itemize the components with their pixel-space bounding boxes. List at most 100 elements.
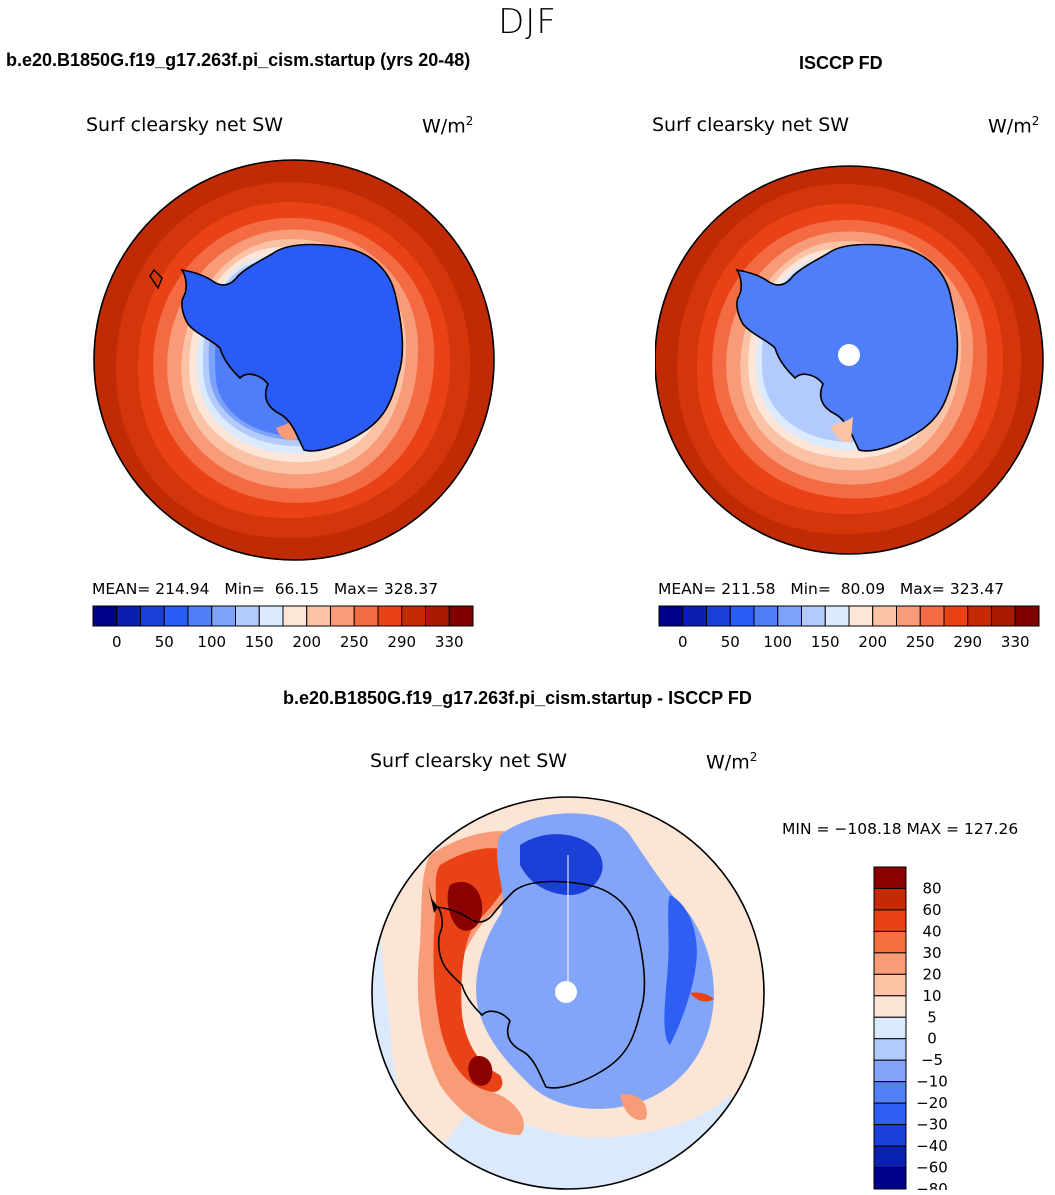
- colorbar-swatch: [873, 1081, 907, 1104]
- top-right-plot-title: Surf clearsky net SW: [652, 114, 850, 136]
- top-right-stats: MEAN= 211.58 Min= 80.09 Max= 323.47: [658, 580, 1005, 598]
- map-border: [93, 159, 495, 561]
- difference-map: [371, 796, 765, 1190]
- field-negative-east: [664, 895, 697, 1045]
- colorbar-swatch: [873, 1145, 907, 1169]
- colorbar-swatch: [967, 605, 992, 627]
- colorbar-swatch: [873, 995, 907, 1018]
- colorbar-swatch: [116, 605, 141, 627]
- colorbar-swatch: [873, 930, 907, 954]
- top-left-map: [93, 159, 495, 561]
- colorbar-swatch: [873, 909, 907, 932]
- colorbar-tick-label: 100: [197, 633, 226, 651]
- top-right-colorbar: 0 50 100 150 200 250 290 330: [658, 605, 1040, 651]
- colorbar-swatch: [991, 605, 1016, 627]
- difference-case-title: b.e20.B1850G.f19_g17.263f.pi_cism.startu…: [283, 688, 752, 708]
- colorbar-swatch: [211, 605, 236, 627]
- colorbar-tick-label: −80: [916, 1180, 948, 1190]
- colorbar-swatch: [187, 605, 213, 627]
- colorbar-tick-label: −60: [916, 1159, 948, 1177]
- colorbar-swatch: [353, 605, 379, 627]
- colorbar-swatch: [163, 605, 189, 627]
- model-case-title: b.e20.B1850G.f19_g17.263f.pi_cism.startu…: [6, 50, 471, 70]
- colorbar-swatch: [658, 605, 684, 627]
- field-negative-continent: [476, 813, 714, 1109]
- colorbar-swatch: [873, 973, 907, 997]
- colorbar-swatch: [873, 1038, 907, 1061]
- colorbar-tick-label: −5: [921, 1051, 943, 1069]
- colorbar-swatch: [873, 1016, 907, 1040]
- top-right-units: W/m2: [988, 114, 1040, 138]
- colorbar-swatch: [330, 605, 355, 627]
- colorbar-swatch: [873, 866, 907, 889]
- colorbar-swatch: [872, 605, 897, 627]
- colorbar-swatch: [753, 605, 779, 627]
- colorbar-swatch: [282, 605, 308, 627]
- top-left-stats: MEAN= 214.94 Min= 66.15 Max= 328.37: [92, 580, 439, 598]
- field-max-weddell: [468, 1055, 493, 1086]
- colorbar-swatch: [377, 605, 403, 627]
- colorbar-swatch: [801, 605, 826, 627]
- colorbar-swatch: [873, 952, 907, 975]
- map-border: [655, 165, 1044, 555]
- field-negative-north: [520, 834, 603, 895]
- colorbar-tick-label: 330: [1001, 633, 1030, 651]
- colorbar-tick-label: 80: [922, 879, 941, 897]
- colorbar-tick-label: −20: [916, 1094, 948, 1112]
- top-right-map: [655, 165, 1044, 555]
- field-positive-ross: [620, 1094, 647, 1120]
- colorbar-tick-label: −40: [916, 1137, 948, 1155]
- colorbar-tick-label: −30: [916, 1116, 948, 1134]
- colorbar-tick-label: 290: [953, 633, 982, 651]
- colorbar-swatch: [824, 605, 850, 627]
- field-positive-east-spot: [690, 992, 714, 1002]
- colorbar-tick-label: 5: [927, 1008, 937, 1026]
- colorbar-tick-label: 150: [811, 633, 840, 651]
- colorbar-tick-label: 40: [922, 922, 941, 940]
- colorbar-swatch: [729, 605, 755, 627]
- colorbar-swatch: [448, 605, 474, 627]
- top-left-units: W/m2: [422, 114, 474, 138]
- colorbar-tick-label: 0: [678, 633, 688, 651]
- top-left-colorbar: 0 50 100 150 200 250 290 330: [92, 605, 474, 651]
- bottom-minmax: MIN = −108.18 MAX = 127.26: [782, 820, 1019, 838]
- colorbar-swatch: [777, 605, 802, 627]
- colorbar-tick-label: 50: [155, 633, 174, 651]
- field-max-peninsula: [447, 881, 483, 931]
- colorbar-tick-label: 150: [245, 633, 274, 651]
- colorbar-swatch: [235, 605, 260, 627]
- colorbar-tick-label: 30: [922, 944, 941, 962]
- bottom-plot-title: Surf clearsky net SW: [370, 750, 568, 772]
- south-america-tip: [98, 284, 102, 294]
- colorbar-tick-label: −10: [916, 1073, 948, 1091]
- colorbar-tick-label: 20: [922, 965, 941, 983]
- colorbar-swatch: [943, 605, 969, 627]
- bottom-units: W/m2: [706, 750, 758, 774]
- colorbar-swatch: [425, 605, 450, 627]
- peninsula-island: [149, 268, 163, 290]
- colorbar-swatch: [873, 1124, 907, 1147]
- colorbar-swatch: [919, 605, 945, 627]
- antarctica-outline: [180, 243, 404, 452]
- ross-anomaly: [831, 416, 853, 443]
- peninsula-tip: [428, 885, 438, 913]
- colorbar-tick-label: 250: [906, 633, 935, 651]
- pole-hole: [838, 344, 860, 366]
- colorbar-swatch: [873, 1059, 907, 1083]
- south-america-tip: [659, 284, 663, 294]
- difference-colorbar: 80 60 40 30 20 10 5 0 −5 −10 −20 −30 −40 −60 −80: [873, 866, 948, 1190]
- colorbar-swatch: [706, 605, 731, 627]
- colorbar-swatch: [873, 887, 907, 911]
- colorbar-tick-label: 290: [387, 633, 416, 651]
- obs-case-title: ISCCP FD: [799, 53, 883, 73]
- colorbar-tick-label: 330: [435, 633, 464, 651]
- colorbar-swatch: [682, 605, 707, 627]
- colorbar-tick-label: 100: [763, 633, 792, 651]
- pole-hole: [555, 981, 577, 1003]
- season-title: DJF: [498, 2, 557, 42]
- colorbar-swatch: [896, 605, 921, 627]
- colorbar-swatch: [306, 605, 331, 627]
- colorbar-tick-label: 200: [858, 633, 887, 651]
- colorbar-tick-label: 60: [922, 901, 941, 919]
- colorbar-swatch: [873, 1167, 907, 1190]
